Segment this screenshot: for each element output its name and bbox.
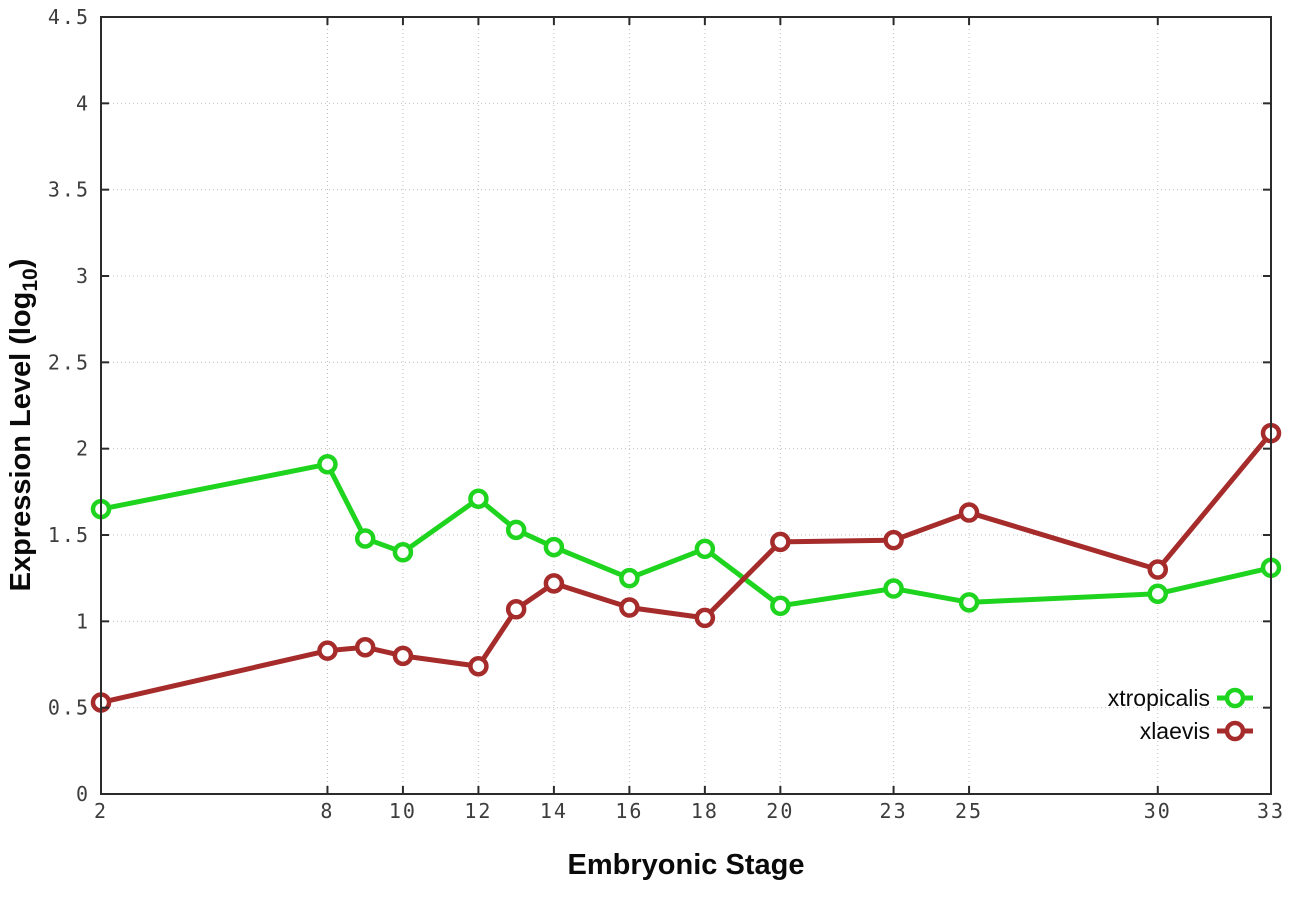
- data-point-xtropicalis: [1147, 583, 1169, 604]
- data-point-xlaevis: [883, 529, 904, 551]
- plot-border: [100, 16, 1272, 795]
- x-tick-label: 25: [955, 799, 983, 823]
- x-tick-label: 10: [389, 799, 417, 823]
- data-point-xtropicalis: [317, 453, 338, 475]
- data-point-xtropicalis: [392, 542, 414, 563]
- data-point-xtropicalis: [543, 536, 565, 558]
- legend-marker-xlaevis: [1224, 720, 1246, 742]
- y-tick-label: 1: [76, 609, 90, 633]
- x-tick-label: 23: [880, 799, 908, 823]
- legend-label-xlaevis: xlaevis: [1140, 718, 1210, 744]
- y-tick-label: 4.5: [48, 5, 90, 29]
- y-tick-label: 3.5: [48, 178, 90, 202]
- data-point-xlaevis: [958, 502, 980, 523]
- y-axis-title-close: ): [5, 259, 37, 269]
- data-point-xlaevis: [317, 640, 338, 661]
- x-tick-label: 18: [691, 799, 719, 823]
- frame-layer: [100, 16, 1272, 795]
- y-tick-label: 3: [76, 264, 90, 288]
- y-tick-label: 2.5: [48, 350, 90, 374]
- y-tick-label: 2: [76, 437, 90, 461]
- legend-label-xtropicalis: xtropicalis: [1108, 685, 1210, 711]
- data-point-xtropicalis: [958, 592, 980, 613]
- data-point-xlaevis: [770, 531, 791, 553]
- grid-layer: [101, 17, 1271, 794]
- data-point-xtropicalis: [694, 538, 716, 560]
- legend-marker-xtropicalis: [1224, 687, 1246, 709]
- legend: xtropicalis xlaevis: [1108, 685, 1253, 744]
- data-point-xlaevis: [468, 655, 489, 677]
- data-point-xtropicalis: [883, 578, 904, 599]
- data-point-xtropicalis: [619, 567, 640, 589]
- y-tick-label: 4: [76, 91, 90, 115]
- y-tick-label: 1.5: [48, 523, 90, 547]
- data-point-xlaevis: [1147, 559, 1169, 580]
- x-tick-label: 20: [766, 799, 794, 823]
- x-tick-label: 16: [615, 799, 643, 823]
- data-point-xlaevis: [354, 636, 376, 658]
- data-point-xlaevis: [619, 597, 640, 618]
- tick-label-layer: 2 8 10 12 14 16 18 20 23 25 30 33 0 0.5 1 1.5 2 2.5 3 3.5 4 4…: [48, 5, 1285, 823]
- data-point-xtropicalis: [468, 488, 489, 509]
- data-point-xlaevis: [694, 607, 716, 629]
- y-tick-label: 0: [76, 782, 90, 806]
- y-axis-title-subscript: 10: [19, 268, 42, 291]
- series-layer: [90, 422, 1282, 713]
- data-point-xlaevis: [505, 598, 527, 620]
- x-tick-label: 14: [540, 799, 568, 823]
- data-point-xtropicalis: [770, 595, 791, 617]
- y-axis-title-main: Expression Level (log: [5, 292, 37, 592]
- y-axis-title: Expression Level (log10): [5, 259, 42, 592]
- x-tick-label: 33: [1257, 799, 1285, 823]
- x-axis-title: Embryonic Stage: [568, 849, 805, 881]
- x-tick-label: 2: [94, 799, 108, 823]
- data-point-xlaevis: [543, 573, 565, 594]
- data-point-xlaevis: [392, 645, 414, 667]
- data-point-xtropicalis: [354, 528, 376, 549]
- x-tick-label: 8: [320, 799, 334, 823]
- x-tick-label: 30: [1144, 799, 1172, 823]
- x-tick-label: 12: [464, 799, 492, 823]
- y-tick-label: 0.5: [48, 696, 90, 720]
- data-point-xtropicalis: [505, 519, 527, 541]
